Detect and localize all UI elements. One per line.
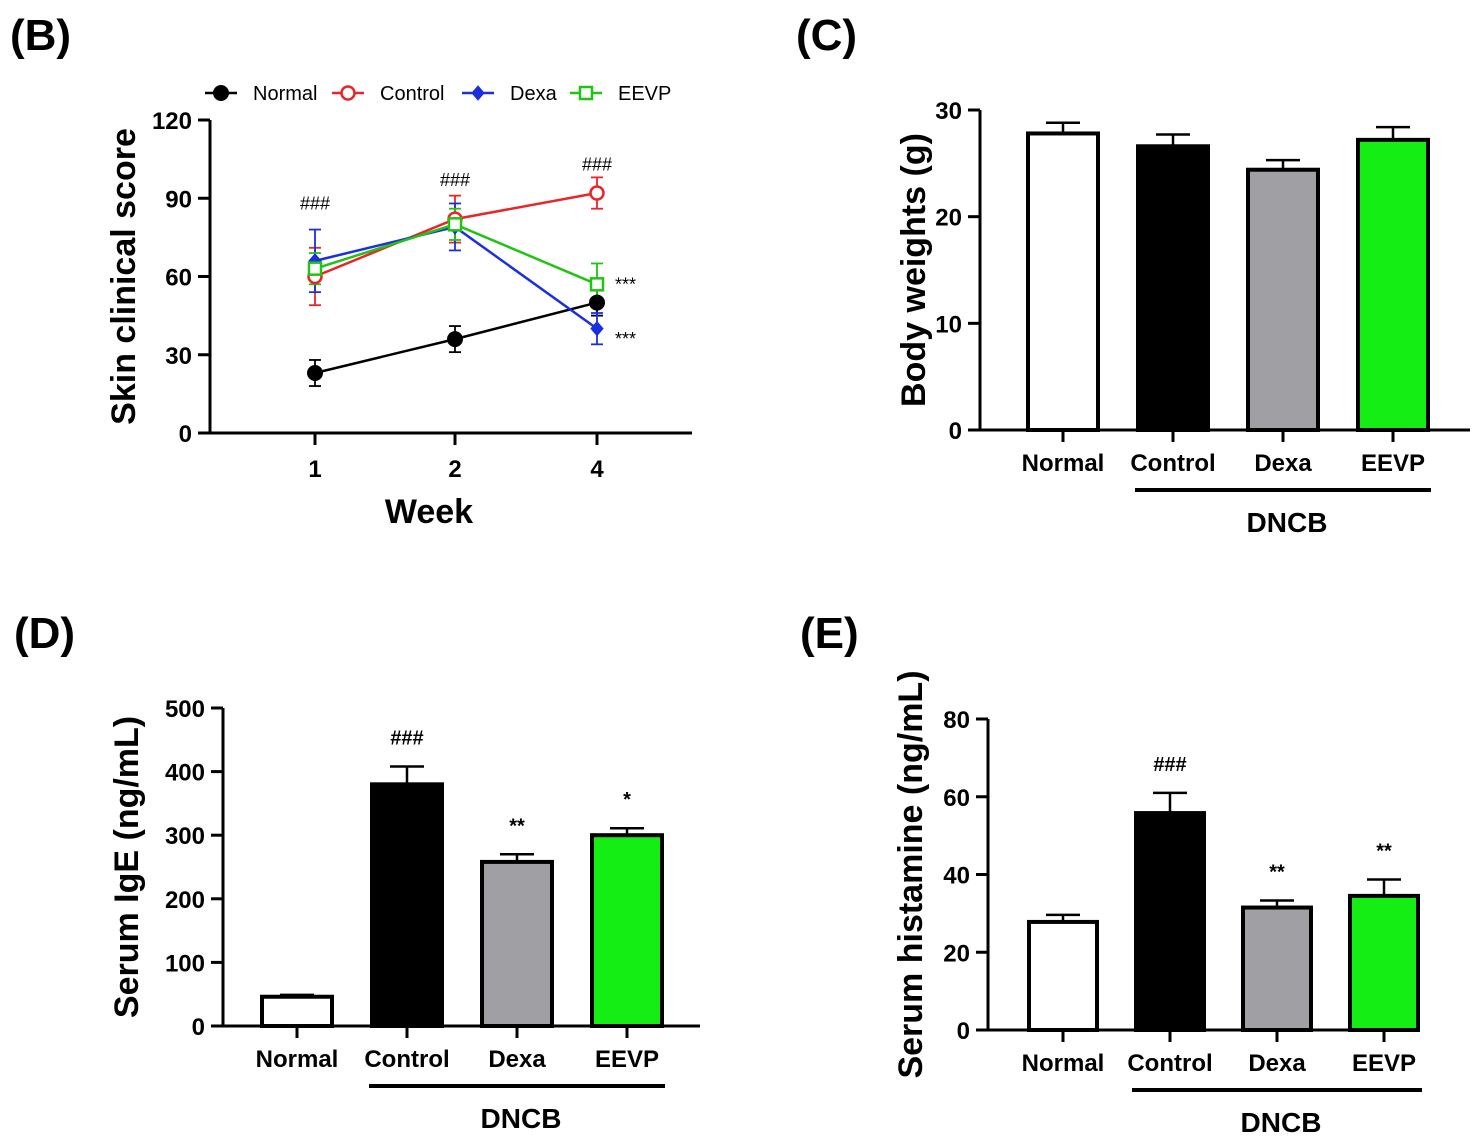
significance-annotation: * (623, 789, 631, 811)
chart-panel-D: (D) Serum IgE (ng/mL) Normal Control ### Dexa… (14, 609, 700, 1134)
panel-label: (B) (10, 11, 71, 60)
legend-label: Dexa (510, 83, 558, 105)
bar-control (1136, 144, 1210, 432)
y-axis-title: Skin clinical score (105, 128, 143, 425)
bar-normal (1027, 919, 1099, 1032)
data-point (589, 294, 605, 311)
y-tick-label: 500 (165, 696, 205, 723)
y-axis-title: Serum IgE (ng/mL) (108, 716, 146, 1018)
y-tick-label: 10 (935, 311, 962, 338)
bar-normal (260, 994, 334, 1029)
group-label: DNCB (481, 1103, 562, 1134)
data-point (589, 185, 605, 201)
x-category-label: Dexa (488, 1046, 546, 1073)
panel-label: (E) (800, 609, 859, 658)
significance-annotation: ### (1153, 754, 1186, 776)
y-tick-label: 20 (935, 205, 962, 232)
y-tick-label: 200 (165, 887, 205, 914)
x-category-label: Normal (1022, 1050, 1105, 1077)
significance-annotation: ** (1376, 841, 1392, 863)
data-point (589, 277, 605, 292)
x-category-label: Dexa (1248, 1050, 1306, 1077)
y-tick-label: 0 (949, 418, 962, 445)
data-point (590, 320, 604, 337)
bar-control (1134, 811, 1206, 1033)
y-tick-label: 40 (943, 863, 970, 890)
group-label: DNCB (1241, 1107, 1322, 1137)
y-tick-label: 400 (165, 760, 205, 787)
y-axis-title: Body weights (g) (895, 133, 933, 407)
data-point (447, 331, 463, 348)
chart-panel-B: (B) Skin clinical score 0 30 60 90 120 1 2 4 Week #… (10, 11, 692, 531)
data-point (471, 85, 485, 101)
significance-annotation: ** (509, 815, 525, 837)
y-tick-label: 300 (165, 823, 205, 850)
significance-annotation: *** (615, 274, 636, 294)
significance-annotation: *** (615, 329, 636, 349)
x-tick-label: 2 (448, 456, 461, 483)
x-category-label: Control (1127, 1050, 1212, 1077)
y-tick-label: 0 (192, 1014, 205, 1041)
x-tick-label: 1 (308, 456, 321, 483)
y-tick-label: 0 (957, 1018, 970, 1045)
bar-eevp (1356, 137, 1430, 432)
bar-dexa (1241, 905, 1313, 1033)
legend-label: Normal (253, 83, 317, 105)
legend-label: EEVP (618, 83, 671, 105)
x-category-label: EEVP (595, 1046, 659, 1073)
chart-panel-E: (E) Serum histamine (ng/mL) Normal Control #… (800, 609, 1422, 1137)
y-tick-label: 90 (165, 186, 192, 213)
y-tick-label: 30 (165, 343, 192, 370)
legend-label: Control (380, 83, 444, 105)
data-point (307, 365, 323, 382)
data-point (340, 85, 356, 101)
x-category-label: Dexa (1254, 450, 1312, 477)
data-point (447, 217, 463, 232)
y-tick-label: 120 (152, 108, 192, 135)
bar-eevp (1348, 893, 1420, 1032)
bar-dexa (480, 859, 554, 1028)
bar-normal (1026, 131, 1100, 432)
bar-control (370, 782, 444, 1028)
panel-label: (C) (796, 11, 857, 60)
y-tick-label: 30 (935, 98, 962, 125)
significance-annotation: ** (1269, 862, 1285, 884)
x-category-label: Control (1130, 450, 1215, 477)
bar-eevp (590, 833, 664, 1029)
bar-dexa (1246, 167, 1320, 432)
data-point (307, 261, 323, 276)
significance-annotation: ### (582, 154, 612, 174)
x-category-label: EEVP (1361, 450, 1425, 477)
y-tick-label: 100 (165, 950, 205, 977)
data-point (578, 85, 594, 101)
panel-label: (D) (14, 609, 75, 658)
y-tick-label: 0 (179, 421, 192, 448)
y-tick-label: 60 (165, 265, 192, 292)
x-tick-label: 4 (590, 456, 604, 483)
x-category-label: Normal (256, 1046, 339, 1073)
y-tick-label: 60 (943, 785, 970, 812)
y-axis-title: Serum histamine (ng/mL) (892, 670, 930, 1078)
x-axis-title: Week (385, 493, 473, 531)
y-tick-label: 80 (943, 707, 970, 734)
significance-annotation: ### (440, 170, 470, 190)
series-line-control (314, 191, 598, 278)
significance-annotation: ### (390, 728, 423, 750)
data-point (213, 85, 229, 101)
x-category-label: Normal (1022, 450, 1105, 477)
y-tick-label: 20 (943, 940, 970, 967)
group-label: DNCB (1247, 507, 1328, 538)
chart-panel-C: (C) Body weights (g) Normal Control Dexa EEVP… (796, 11, 1470, 538)
x-category-label: Control (364, 1046, 449, 1073)
x-category-label: EEVP (1352, 1050, 1416, 1077)
significance-annotation: ### (300, 193, 330, 213)
